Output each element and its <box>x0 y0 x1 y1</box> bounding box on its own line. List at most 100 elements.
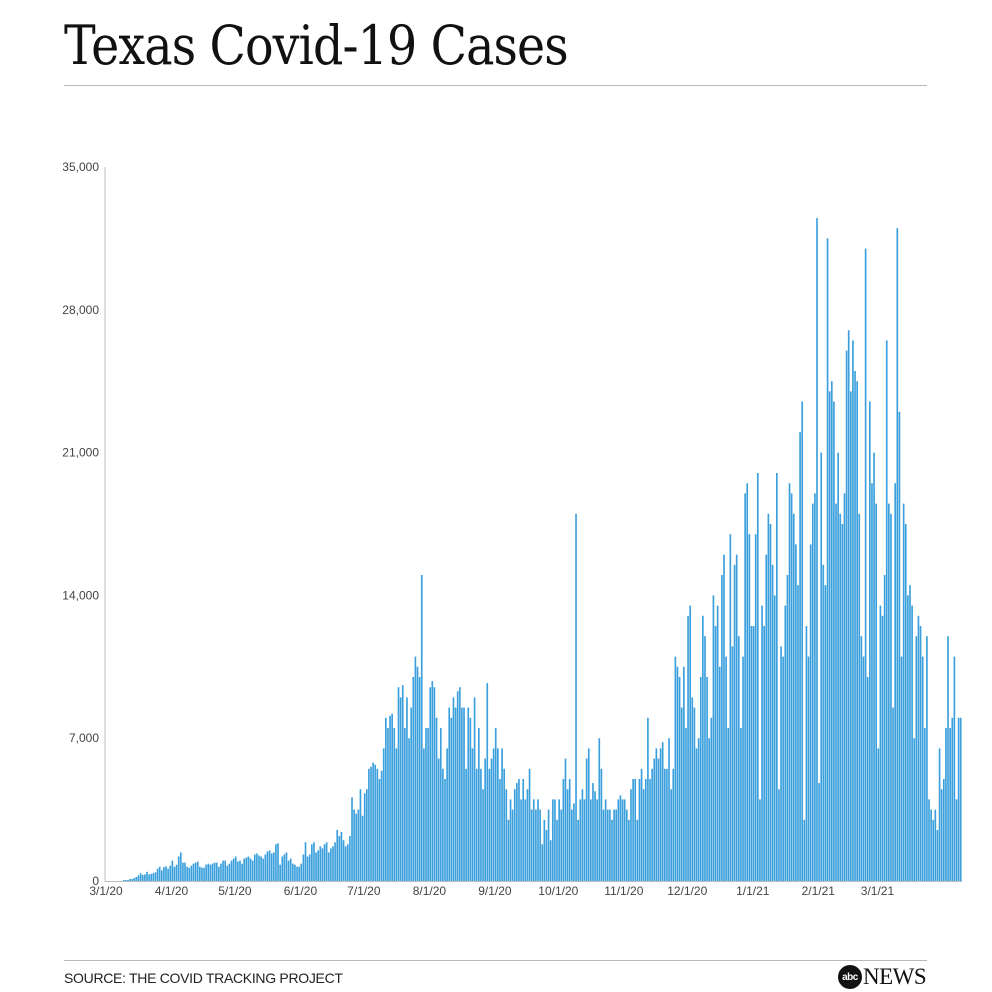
bar <box>412 677 415 881</box>
x-tick-label: 8/1/20 <box>413 884 447 898</box>
bar <box>556 819 558 881</box>
bar <box>539 809 541 881</box>
bar <box>710 717 713 881</box>
bar <box>129 878 131 881</box>
bar <box>564 758 567 881</box>
bar <box>740 728 742 881</box>
bar <box>714 626 717 881</box>
bar <box>442 768 444 881</box>
bar <box>355 813 358 881</box>
bar <box>936 830 939 881</box>
page-title: Texas Covid-19 Cases <box>64 14 569 77</box>
bar <box>319 846 322 881</box>
bar <box>431 681 434 881</box>
bar <box>516 783 518 881</box>
bar <box>890 513 892 881</box>
bar <box>928 799 930 881</box>
bar <box>382 748 385 881</box>
bar <box>628 819 630 881</box>
bar <box>401 685 404 881</box>
bar <box>795 544 797 881</box>
bar <box>644 779 647 881</box>
bar <box>915 636 918 881</box>
bar <box>395 748 398 881</box>
bar <box>871 483 873 881</box>
bar <box>433 687 436 881</box>
bar <box>828 391 831 881</box>
bar <box>769 524 772 881</box>
bar <box>625 809 628 881</box>
bar <box>959 717 962 881</box>
bar <box>621 799 624 881</box>
bar <box>537 799 539 881</box>
bar <box>499 779 501 881</box>
bar <box>488 768 491 881</box>
bar <box>881 615 884 881</box>
bar <box>655 748 658 881</box>
bar <box>201 867 203 881</box>
bar <box>127 879 129 881</box>
bar <box>606 809 609 881</box>
bar <box>680 707 683 881</box>
bar <box>302 854 305 881</box>
bar <box>875 503 877 881</box>
bar <box>668 738 670 881</box>
bar <box>137 875 140 881</box>
bar <box>511 809 514 881</box>
bar <box>501 748 503 881</box>
bar <box>663 768 666 881</box>
bar <box>327 852 330 881</box>
bar <box>699 677 702 881</box>
bar <box>803 819 806 881</box>
bar <box>630 789 632 881</box>
bar <box>306 856 309 881</box>
bar <box>951 717 954 881</box>
bar <box>497 748 499 881</box>
bar <box>315 852 317 881</box>
bar <box>228 863 231 881</box>
bar <box>463 707 465 881</box>
bar <box>317 850 320 881</box>
bar <box>393 728 396 881</box>
bar <box>148 874 150 881</box>
bar <box>160 870 163 881</box>
news-logo-text: NEWS <box>863 964 927 989</box>
bar <box>429 687 432 881</box>
bar <box>218 866 220 881</box>
bar <box>330 848 332 881</box>
bar <box>541 844 544 881</box>
bar <box>592 783 594 881</box>
bar <box>125 879 127 881</box>
bar <box>919 626 922 881</box>
bar <box>581 789 584 881</box>
bar <box>902 503 905 881</box>
bar <box>384 717 387 881</box>
bar <box>503 768 506 881</box>
bar <box>934 809 937 881</box>
bar <box>192 863 195 881</box>
x-tick-label: 10/1/20 <box>538 884 578 898</box>
bar <box>182 862 184 881</box>
bar <box>245 857 248 881</box>
bar <box>657 758 660 881</box>
bar <box>773 595 776 881</box>
bar <box>285 852 288 881</box>
bar <box>532 799 535 881</box>
bar <box>376 768 379 881</box>
bar <box>524 799 527 881</box>
bar <box>752 626 755 881</box>
bar <box>590 799 592 881</box>
bar <box>892 707 894 881</box>
bar <box>188 867 191 881</box>
bar <box>864 248 867 882</box>
bar <box>226 865 229 881</box>
bar <box>207 863 210 881</box>
bar <box>957 717 960 881</box>
bar <box>661 742 664 881</box>
bar <box>594 791 596 881</box>
bar <box>558 799 560 881</box>
bar <box>482 789 484 881</box>
bar <box>448 707 451 881</box>
x-tick-label: 1/1/21 <box>736 884 770 898</box>
bar <box>253 854 256 881</box>
